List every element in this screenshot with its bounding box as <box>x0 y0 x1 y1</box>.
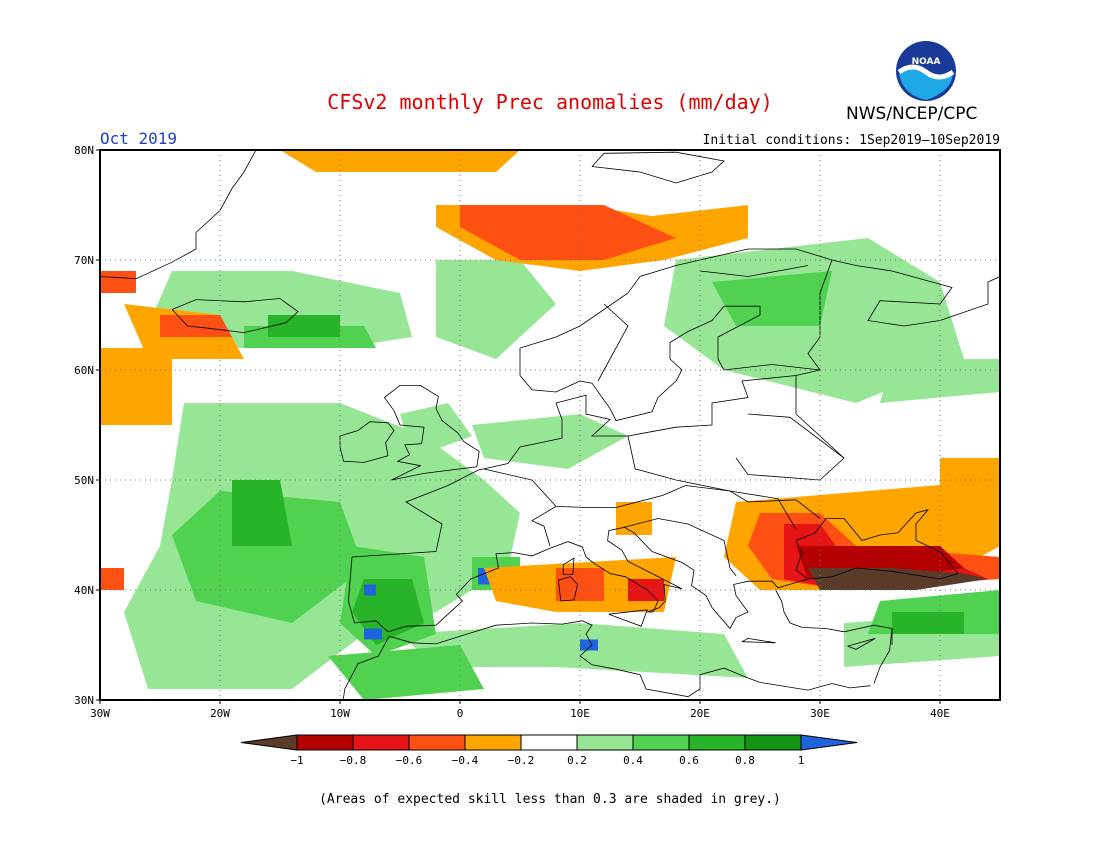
coastline <box>342 620 871 700</box>
coastline <box>627 435 731 492</box>
legend-label: −0.6 <box>396 754 423 767</box>
legend-swatch <box>408 734 466 751</box>
legend-label: −1 <box>290 754 303 767</box>
forecast-month: Oct 2019 <box>100 129 178 148</box>
legend-label: 0.4 <box>623 754 643 767</box>
coastline <box>100 150 257 280</box>
anomaly-patch <box>556 568 604 601</box>
coastline <box>339 421 395 463</box>
noaa-logo-text: NOAA <box>912 57 941 67</box>
legend-arrow-left <box>240 734 298 751</box>
legend-swatch <box>632 734 690 751</box>
coastline <box>795 375 845 459</box>
anomaly-patch <box>460 205 676 260</box>
initial-conditions: Initial conditions: 1Sep2019–10Sep2019 <box>702 133 1000 148</box>
anomaly-patch <box>892 612 964 634</box>
anomaly-patch <box>100 271 136 293</box>
coastline <box>741 637 776 644</box>
legend-swatch <box>688 734 746 751</box>
coastline <box>847 638 876 650</box>
lon-tick-label: 20E <box>690 707 710 720</box>
anomaly-patch <box>160 315 232 337</box>
coastline <box>775 589 893 645</box>
legend-swatch <box>296 734 354 751</box>
coastlines <box>100 150 1100 700</box>
anomaly-patch <box>400 623 748 678</box>
anomaly-patch <box>472 414 628 469</box>
legend-swatch <box>576 734 634 751</box>
coastline <box>873 628 893 684</box>
lat-tick-label: 80N <box>74 144 94 157</box>
lat-tick-label: 60N <box>74 364 94 377</box>
noaa-logo: NOAA <box>896 41 956 101</box>
map-title: CFSv2 monthly Prec anomalies (mm/day) <box>327 90 773 114</box>
legend-swatch <box>744 734 802 751</box>
anomaly-patch <box>280 150 520 172</box>
coastline <box>562 557 575 575</box>
coastline <box>383 384 480 481</box>
coastline <box>1084 233 1100 250</box>
lon-tick-label: 30W <box>90 707 110 720</box>
coastline <box>347 508 959 633</box>
legend-label: 0.8 <box>735 754 755 767</box>
anomaly-patch <box>808 568 988 590</box>
map-frame <box>99 149 1001 701</box>
coastline <box>557 576 579 602</box>
legend-label: −0.8 <box>340 754 367 767</box>
legend-swatch <box>352 734 410 751</box>
lon-tick-label: 10E <box>570 707 590 720</box>
lon-tick-label: 0 <box>457 707 464 720</box>
coastline <box>624 518 737 576</box>
anomaly-patch <box>268 315 340 337</box>
coastline <box>591 151 725 184</box>
lat-tick-label: 30N <box>74 694 94 707</box>
coastline <box>729 490 797 530</box>
anomaly-patch <box>364 628 382 640</box>
anomaly-patch <box>100 568 124 590</box>
anomaly-patch <box>712 271 832 326</box>
coastline <box>608 609 648 627</box>
anomaly-patch <box>616 502 652 535</box>
legend-label: 0.6 <box>679 754 699 767</box>
legend-label: −0.4 <box>452 754 479 767</box>
anomaly-patch <box>436 260 556 359</box>
legend-swatch <box>520 734 578 751</box>
lon-tick-label: 30E <box>810 707 830 720</box>
coastline <box>735 413 845 481</box>
anomaly-patch <box>580 639 598 651</box>
legend-label: −0.2 <box>508 754 535 767</box>
legend-swatch <box>464 734 522 751</box>
lat-tick-label: 40N <box>74 584 94 597</box>
legend-label: 1 <box>798 754 805 767</box>
lat-tick-label: 50N <box>74 474 94 487</box>
anomaly-patch <box>232 480 292 546</box>
lat-tick-label: 70N <box>74 254 94 267</box>
anomaly-patch <box>100 348 172 425</box>
coastline <box>699 265 809 277</box>
anomaly-patch <box>328 645 484 700</box>
legend-label: 0.2 <box>567 754 587 767</box>
lon-tick-label: 20W <box>210 707 230 720</box>
skill-note: (Areas of expected skill less than 0.3 a… <box>319 792 781 807</box>
color-legend: −1 −0.8 −0.6 −0.4 −0.2 0.2 0.4 0.6 0.8 1 <box>240 734 858 767</box>
lon-tick-label: 10W <box>330 707 350 720</box>
coastline <box>531 506 557 547</box>
coastline <box>351 248 1000 558</box>
legend-arrow-right <box>800 734 858 751</box>
lon-tick-label: 40E <box>930 707 950 720</box>
graticule <box>100 150 1000 700</box>
coastline <box>807 259 833 371</box>
organization-label: NWS/NCEP/CPC <box>846 104 978 124</box>
coastline <box>483 468 821 519</box>
coastline <box>597 303 629 382</box>
